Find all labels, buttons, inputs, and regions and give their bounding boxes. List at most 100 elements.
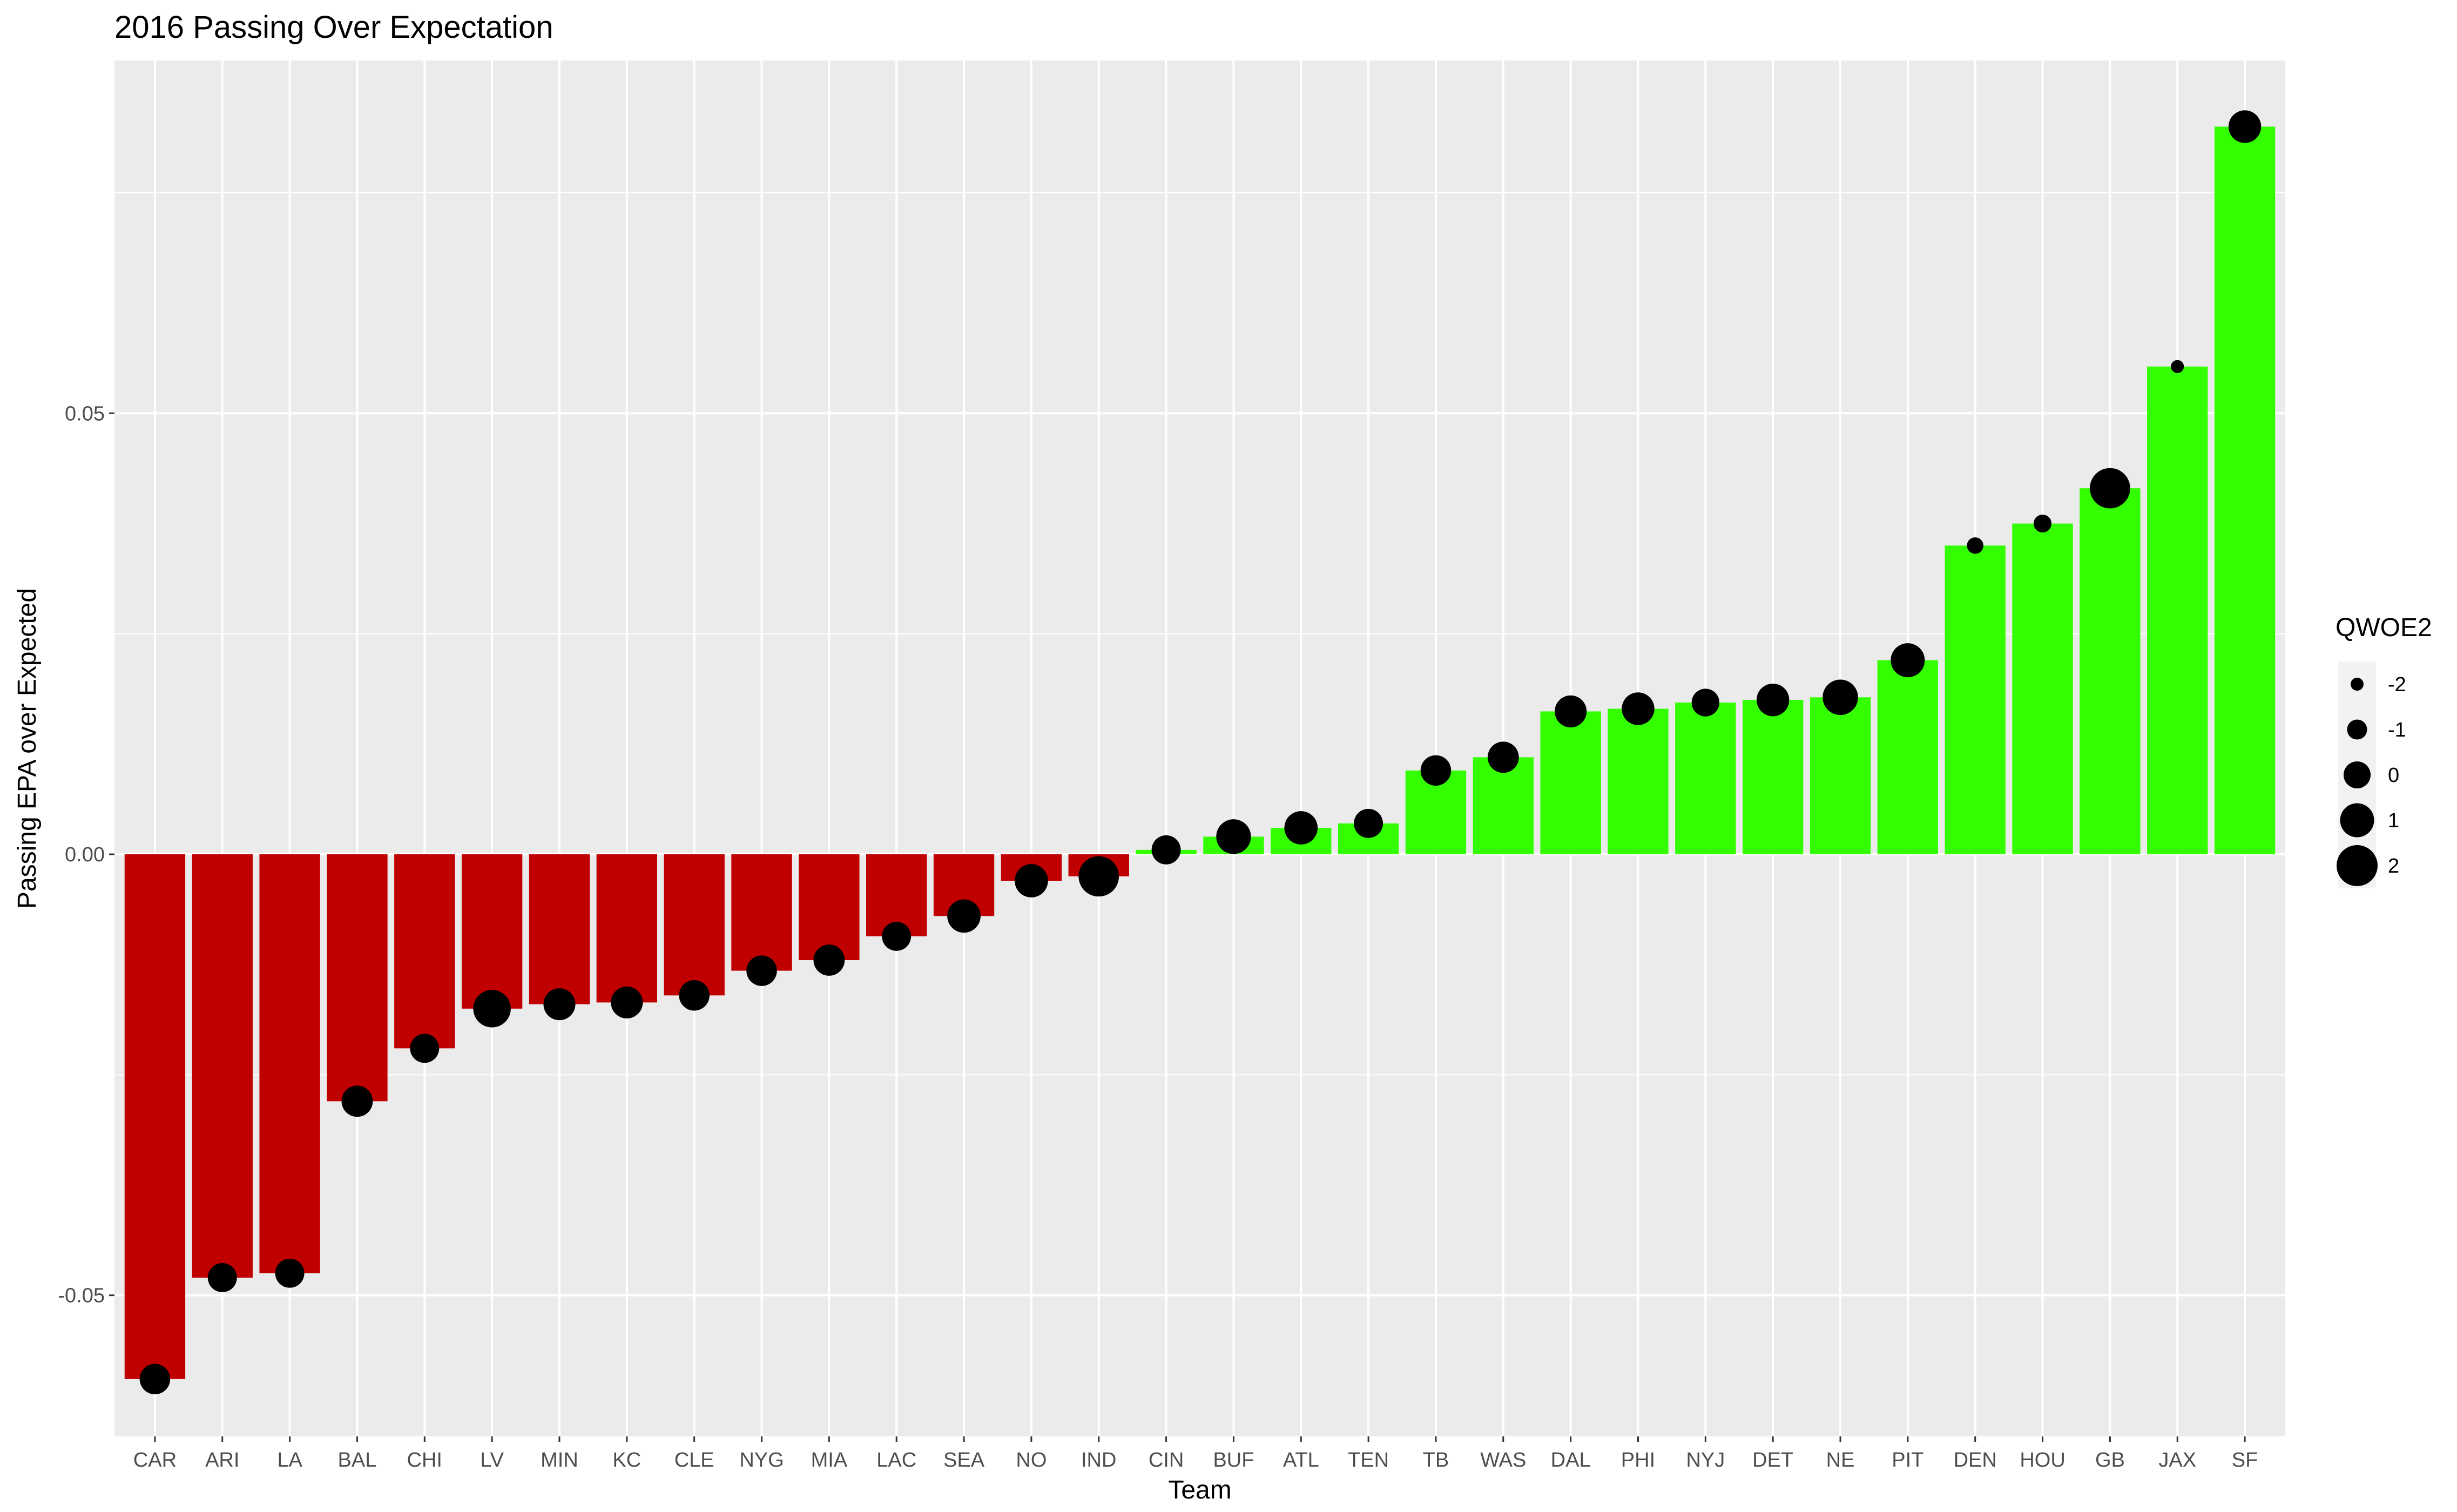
x-tick-label-no: NO [1016,1449,1047,1472]
point-pit [1891,643,1925,678]
x-tick-label-jax: JAX [2158,1449,2196,1472]
point-nyg [746,955,777,986]
x-tick-label-was: WAS [1480,1449,1526,1472]
point-nyj [1691,688,1719,717]
bar-chi [394,854,455,1049]
x-tick-label-bal: BAL [338,1449,377,1472]
x-tick-label-min: MIN [541,1449,578,1472]
x-tick-label-sf: SF [2232,1449,2258,1472]
legend-key-point [2340,803,2374,838]
bar-min [529,854,590,1004]
legend-key-point [2337,845,2378,886]
bar-det [1743,700,1804,854]
x-tick-label-cin: CIN [1149,1449,1184,1472]
x-tick-label-nyg: NYG [739,1449,784,1472]
point-jax [2171,360,2184,373]
point-lac [882,921,912,951]
grid-minor [114,192,2285,1076]
y-tick-label: 0.00 [65,843,105,866]
point-cin [1151,835,1181,865]
bars [124,126,2276,1379]
point-ari [207,1263,237,1292]
bar-phi [1608,708,1669,854]
x-tick-label-gb: GB [2095,1449,2125,1472]
y-tick-label: 0.05 [65,402,105,425]
legend-key-point [2347,719,2367,740]
bar-jax [2147,366,2208,854]
bar-car [124,854,186,1379]
bar-lv [461,854,523,1009]
point-ten [1354,808,1383,838]
bar-la [259,854,320,1273]
legend-key-point [2351,678,2364,691]
x-tick-label-buf: BUF [1213,1449,1254,1472]
point-lv [473,990,511,1028]
y-axis: -0.05 0.00 0.05 [58,402,114,1307]
point-sea [947,899,981,933]
bar-nyg [731,854,792,971]
point-car [139,1364,171,1395]
point-den [1967,537,1983,554]
bar-den [1945,545,2006,854]
x-tick-label-den: DEN [1954,1449,1997,1472]
point-atl [1284,811,1318,845]
bar-mia [799,854,860,960]
x-tick-label-cle: CLE [674,1449,714,1472]
legend-label: 0 [2388,764,2399,787]
point-dal [1555,695,1587,727]
x-tick-label-car: CAR [133,1449,177,1472]
point-cle [679,980,710,1011]
x-tick-label-pit: PIT [1892,1449,1923,1472]
x-tick-label-dal: DAL [1551,1449,1591,1472]
bar-nyj [1675,703,1736,854]
points [139,110,2262,1395]
point-was [1487,741,1519,773]
bar-sf [2214,126,2276,854]
x-tick-label-lac: LAC [876,1449,916,1472]
point-min [543,988,576,1021]
point-bal [341,1085,373,1117]
x-tick-label-tb: TB [1423,1449,1449,1472]
legend-label: 1 [2388,809,2399,832]
legend-title: QWOE2 [2336,613,2432,642]
bar-ne [1810,697,1871,854]
point-tb [1420,755,1452,786]
x-tick-label-ten: TEN [1348,1449,1389,1472]
x-tick-label-lv: LV [480,1449,504,1472]
point-mia [813,944,845,976]
point-ne [1823,679,1858,716]
bar-kc [596,854,657,1003]
point-buf [1216,819,1251,854]
bar-cle [664,854,725,996]
point-chi [410,1034,440,1063]
x-tick-label-phi: PHI [1621,1449,1655,1472]
x-tick-label-kc: KC [612,1449,641,1472]
x-tick-label-atl: ATL [1283,1449,1319,1472]
x-tick-label-la: LA [277,1449,302,1472]
point-sf [2228,110,2262,143]
x-tick-label-nyj: NYJ [1686,1449,1725,1472]
y-axis-title: Passing EPA over Expected [13,588,42,909]
bar-ari [192,854,253,1278]
legend-label: 2 [2388,855,2399,878]
bar-hou [2012,523,2073,854]
point-kc [611,986,643,1018]
bar-pit [1877,660,1939,854]
chart-title: 2016 Passing Over Expectation [114,10,553,45]
point-det [1756,683,1790,717]
x-tick-label-mia: MIA [811,1449,848,1472]
x-tick-label-ne: NE [1826,1449,1855,1472]
point-hou [2034,514,2052,533]
x-tick-label-chi: CHI [407,1449,442,1472]
x-tick-label-ind: IND [1081,1449,1116,1472]
x-tick-label-sea: SEA [943,1449,985,1472]
bar-was [1473,757,1534,854]
legend: QWOE2 -2 -1 0 1 2 [2336,613,2432,888]
x-tick-label-hou: HOU [2020,1449,2065,1472]
legend-key-point [2344,761,2371,788]
y-tick-label: -0.05 [58,1285,105,1307]
bar-gb [2080,488,2141,854]
point-phi [1622,692,1655,725]
x-axis: CAR ARI LA BAL CHI LV MIN KC CLE NYG MIA LAC SEA NO IN… [133,1436,2258,1472]
